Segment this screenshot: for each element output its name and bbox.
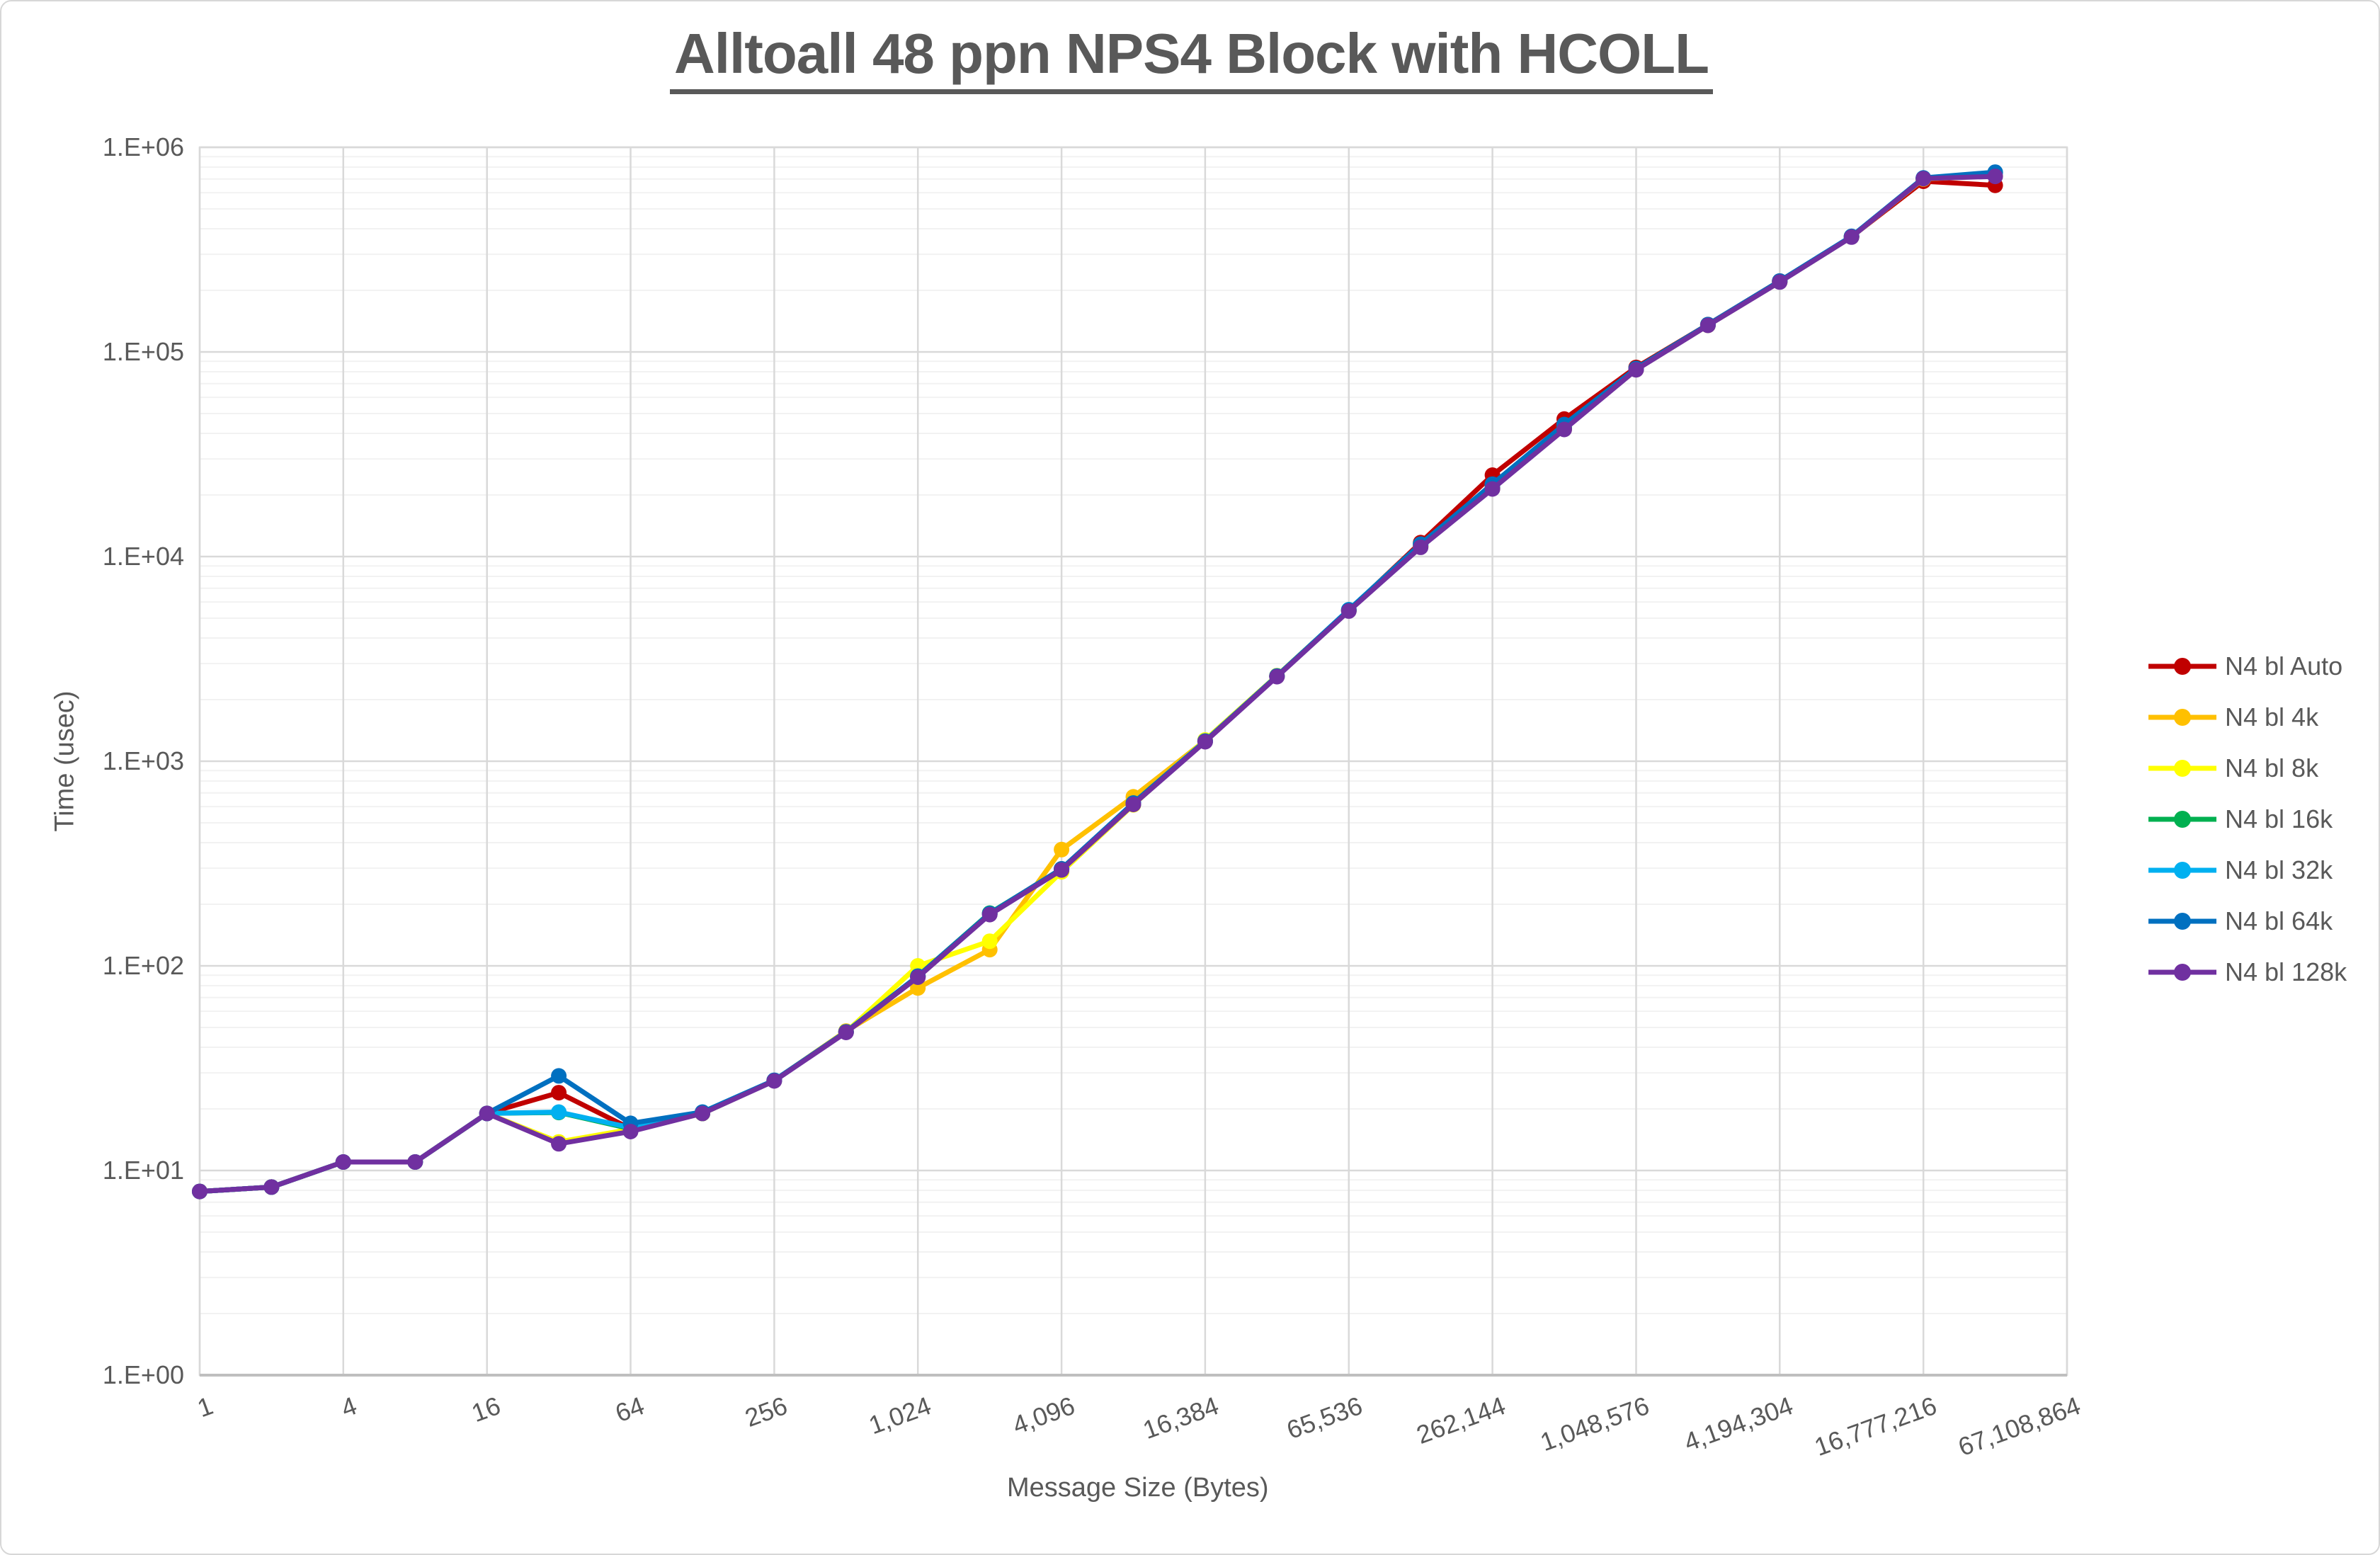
legend-item-n4-bl-32k[interactable]: N4 bl 32k: [2148, 845, 2347, 896]
legend-item-label: N4 bl 4k: [2225, 702, 2319, 731]
data-point-marker: [910, 980, 926, 996]
x-axis-title: Message Size (Bytes): [1007, 1473, 1269, 1503]
data-point-marker: [1556, 421, 1572, 438]
data-point-marker: [1628, 362, 1644, 378]
legend-swatch-icon: [2148, 709, 2216, 726]
y-tick-label: 1.E+06: [102, 132, 184, 161]
y-tick-label: 1.E+00: [102, 1360, 184, 1389]
data-point-marker: [1340, 603, 1357, 619]
legend-item-n4-bl-64k[interactable]: N4 bl 64k: [2148, 896, 2347, 947]
series-line: [197, 178, 1998, 1195]
series-line: [197, 170, 1998, 1195]
data-point-marker: [263, 1179, 280, 1195]
chart-title-text: Alltoall 48 ppn NPS4 Block with HCOLL: [670, 21, 1713, 94]
data-point-marker: [1125, 797, 1141, 812]
legend-swatch-icon: [2148, 811, 2216, 828]
data-point-marker: [981, 906, 998, 923]
legend-item-n4-bl-4k[interactable]: N4 bl 4k: [2148, 692, 2347, 743]
legend-item-label: N4 bl 32k: [2225, 855, 2333, 884]
legend-item-label: N4 bl Auto: [2225, 651, 2343, 680]
legend-item-n4-bl-128k[interactable]: N4 bl 128k: [2148, 947, 2347, 998]
series-n4-bl-auto[interactable]: [192, 173, 2003, 1200]
legend-item-label: N4 bl 128k: [2225, 957, 2347, 986]
legend-item-n4-bl-16k[interactable]: N4 bl 16k: [2148, 794, 2347, 845]
data-point-marker: [1413, 539, 1429, 555]
data-point-marker: [766, 1073, 782, 1089]
y-tick-label: 1.E+03: [102, 746, 184, 775]
data-point-marker: [1772, 274, 1788, 290]
data-point-marker: [1484, 481, 1501, 497]
data-point-marker: [1843, 229, 1860, 245]
data-point-marker: [551, 1068, 567, 1084]
data-point-marker: [551, 1104, 567, 1120]
series-n4-bl-16k[interactable]: [192, 164, 2003, 1200]
series-line: [197, 169, 1998, 1195]
legend-swatch-icon: [2148, 760, 2216, 777]
series-line: [197, 170, 1998, 1195]
data-point-marker: [1987, 169, 2003, 185]
series-n4-bl-8k[interactable]: [192, 168, 2003, 1200]
data-point-marker: [622, 1124, 639, 1139]
series-line: [197, 173, 1998, 1195]
data-point-marker: [695, 1105, 710, 1122]
data-point-marker: [1269, 668, 1285, 685]
data-point-marker: [479, 1105, 495, 1122]
data-point-marker: [838, 1025, 854, 1040]
data-point-marker: [551, 1136, 567, 1152]
series-n4-bl-32k[interactable]: [192, 165, 2003, 1200]
series-line: [197, 173, 1998, 1195]
legend-swatch-icon: [2148, 658, 2216, 675]
data-point-marker: [981, 933, 998, 950]
data-point-marker: [1054, 841, 1070, 858]
legend-item-label: N4 bl 8k: [2225, 753, 2319, 782]
legend-item-n4-bl-8k[interactable]: N4 bl 8k: [2148, 743, 2347, 794]
data-point-marker: [192, 1183, 207, 1200]
series-n4-bl-128k[interactable]: [192, 169, 2003, 1200]
series-n4-bl-4k[interactable]: [192, 168, 2003, 1200]
data-point-marker: [335, 1154, 351, 1170]
legend-item-label: N4 bl 64k: [2225, 906, 2333, 935]
legend-swatch-icon: [2148, 964, 2216, 981]
y-tick-label: 1.E+04: [102, 542, 184, 571]
legend-item-n4-bl-auto[interactable]: N4 bl Auto: [2148, 641, 2347, 692]
data-point-marker: [1699, 317, 1716, 334]
y-tick-label: 1.E+05: [102, 337, 184, 366]
legend-swatch-icon: [2148, 862, 2216, 879]
series-line: [197, 173, 1998, 1195]
y-tick-label: 1.E+01: [102, 1156, 184, 1185]
y-tick-label: 1.E+02: [102, 951, 184, 980]
data-point-marker: [551, 1085, 567, 1101]
data-point-marker: [407, 1154, 423, 1170]
data-point-marker: [1197, 734, 1213, 750]
series-n4-bl-64k[interactable]: [192, 164, 2003, 1200]
legend: N4 bl Auto N4 bl 4k N4 bl 8k N4 bl 16k N4 bl…: [2148, 641, 2347, 998]
data-point-marker: [1054, 862, 1070, 878]
chart-title[interactable]: Alltoall 48 ppn NPS4 Block with HCOLL: [1, 21, 2379, 94]
legend-swatch-icon: [2148, 913, 2216, 930]
data-point-marker: [910, 969, 926, 985]
legend-item-label: N4 bl 16k: [2225, 804, 2333, 833]
data-point-marker: [1915, 171, 1932, 187]
